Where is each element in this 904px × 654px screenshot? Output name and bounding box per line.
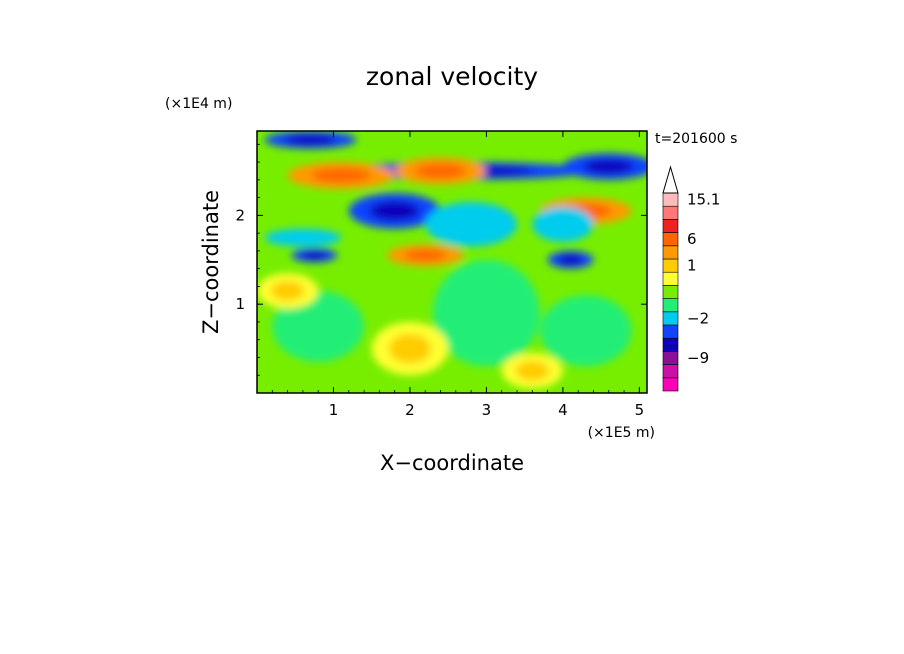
x-unit-label: (×1E5 m) [588, 425, 655, 441]
field-feature-core-yellow [388, 333, 431, 364]
field-feature-core-cyan [546, 214, 580, 235]
plot-frame [256, 130, 648, 394]
field-feature-core-orange [311, 168, 371, 183]
field-feature-core-blue [583, 159, 634, 174]
colorbar-band [662, 219, 679, 233]
colorbar-extend-arrow [662, 165, 679, 194]
colorbar-band [662, 364, 679, 379]
y-tick-label: 2 [235, 206, 245, 224]
colorbar-label: −9 [687, 349, 709, 367]
x-tick-label: 1 [329, 401, 339, 419]
heatmap-field [257, 131, 647, 393]
field-feature-core-yellow [270, 281, 305, 301]
colorbar: −9 −2 1 6 15.1 [662, 165, 720, 392]
colorbar-band [662, 245, 679, 260]
x-tick-label: 2 [405, 401, 415, 419]
colorbar-label: 15.1 [687, 191, 720, 209]
colorbar-band [662, 192, 679, 207]
field-feature-core-green [292, 306, 344, 346]
colorbar-label: 1 [687, 257, 697, 275]
chart-title: zonal velocity [366, 62, 538, 91]
colorbar-band [662, 351, 679, 365]
feature-layer [257, 131, 647, 389]
colorbar-band [662, 337, 679, 352]
colorbar-band [662, 285, 679, 299]
x-tick-label: 3 [482, 401, 492, 419]
colorbar-band [662, 377, 679, 392]
x-axis: 1 2 3 4 5 [271, 131, 645, 419]
field-feature-core-blue [285, 134, 336, 145]
colorbar-label: 6 [687, 230, 697, 248]
colorbar-band [662, 232, 679, 247]
x-tick-label: 4 [558, 401, 568, 419]
field-feature-core-yellow [515, 361, 550, 381]
x-axis-label: X−coordinate [380, 451, 524, 475]
x-tick-label: 5 [635, 401, 645, 419]
y-axis-label: Z−coordinate [199, 190, 223, 334]
field-feature-core-blue [301, 251, 327, 260]
field-feature-core-green [560, 311, 612, 351]
y-axis: 12 [235, 143, 647, 376]
colorbar-band [662, 311, 679, 326]
colorbar-band [662, 258, 679, 273]
colorbar-band [662, 271, 679, 286]
field-feature-core-orange [404, 249, 447, 262]
colorbar-band [662, 324, 679, 339]
field-feature-core-blue [557, 254, 584, 265]
colorbar-band [662, 205, 679, 220]
y-tick-label: 1 [235, 295, 245, 313]
field-feature-core-cyan [281, 232, 324, 243]
field-feature-core-orange [415, 163, 466, 179]
colorbar-band [662, 298, 679, 313]
time-label: t=201600 s [655, 131, 737, 147]
y-unit-label: (×1E4 m) [165, 96, 232, 112]
field-feature-core-cyan [445, 212, 497, 237]
field-feature-core-blue [369, 201, 420, 221]
field-feature-core-green [456, 283, 516, 343]
colorbar-label: −2 [687, 309, 709, 327]
